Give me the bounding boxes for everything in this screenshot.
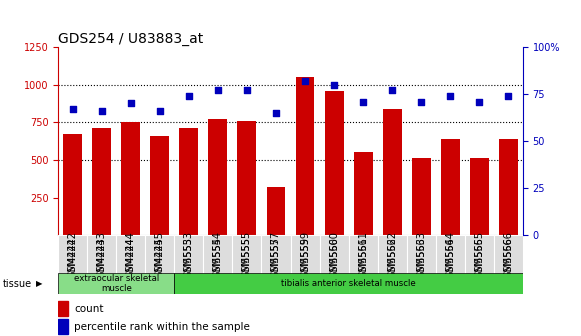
Point xyxy=(417,99,426,104)
Point xyxy=(97,108,106,114)
Bar xyxy=(354,153,372,235)
Point xyxy=(446,93,455,99)
Point xyxy=(300,78,310,84)
Bar xyxy=(92,128,111,235)
Text: GSM5563: GSM5563 xyxy=(416,231,426,278)
Point xyxy=(242,88,252,93)
Bar xyxy=(180,128,198,235)
FancyBboxPatch shape xyxy=(174,235,203,274)
Text: GSM5554: GSM5554 xyxy=(213,237,223,284)
Text: GSM5554: GSM5554 xyxy=(213,231,223,278)
Point xyxy=(213,88,223,93)
Text: GSM4245: GSM4245 xyxy=(155,231,165,278)
Text: tissue: tissue xyxy=(3,279,32,289)
Bar xyxy=(209,119,227,235)
Text: GSM5565: GSM5565 xyxy=(474,237,485,284)
Text: GSM5564: GSM5564 xyxy=(445,231,456,278)
Text: count: count xyxy=(74,303,104,313)
Point xyxy=(271,110,281,116)
FancyBboxPatch shape xyxy=(378,235,407,274)
FancyBboxPatch shape xyxy=(494,235,523,274)
Text: GSM5564: GSM5564 xyxy=(445,237,456,284)
Bar xyxy=(412,159,431,235)
FancyBboxPatch shape xyxy=(58,273,174,294)
Bar xyxy=(150,136,169,235)
Text: GSM5561: GSM5561 xyxy=(358,237,368,284)
Text: GSM5553: GSM5553 xyxy=(184,231,194,278)
Bar xyxy=(441,139,460,235)
Text: GSM5559: GSM5559 xyxy=(300,231,310,278)
Point xyxy=(126,101,135,106)
Point xyxy=(475,99,484,104)
Bar xyxy=(58,301,69,316)
FancyBboxPatch shape xyxy=(290,235,320,274)
FancyBboxPatch shape xyxy=(203,235,232,274)
Text: GSM5559: GSM5559 xyxy=(300,237,310,284)
FancyBboxPatch shape xyxy=(87,235,116,274)
FancyBboxPatch shape xyxy=(320,235,349,274)
Point xyxy=(68,107,77,112)
Point xyxy=(329,82,339,87)
Text: GSM4244: GSM4244 xyxy=(125,237,136,284)
Bar xyxy=(58,320,69,334)
Point xyxy=(184,93,193,99)
FancyBboxPatch shape xyxy=(145,235,174,274)
Text: GSM4244: GSM4244 xyxy=(125,231,136,278)
FancyBboxPatch shape xyxy=(407,235,436,274)
Bar xyxy=(470,159,489,235)
FancyBboxPatch shape xyxy=(349,235,378,274)
FancyBboxPatch shape xyxy=(232,235,261,274)
Bar xyxy=(325,91,343,235)
Point xyxy=(504,93,513,99)
Bar xyxy=(63,134,82,235)
Text: GSM5565: GSM5565 xyxy=(474,231,485,278)
FancyBboxPatch shape xyxy=(58,235,87,274)
Text: GSM5560: GSM5560 xyxy=(329,237,339,284)
Text: percentile rank within the sample: percentile rank within the sample xyxy=(74,322,250,332)
Text: GSM5555: GSM5555 xyxy=(242,237,252,284)
Point xyxy=(358,99,368,104)
Point xyxy=(388,88,397,93)
Text: GSM5557: GSM5557 xyxy=(271,237,281,284)
Text: GSM5562: GSM5562 xyxy=(387,237,397,284)
Text: GSM5566: GSM5566 xyxy=(503,237,514,284)
FancyBboxPatch shape xyxy=(174,273,523,294)
Bar xyxy=(238,121,256,235)
Bar xyxy=(267,187,285,235)
Text: GSM5561: GSM5561 xyxy=(358,231,368,278)
Bar xyxy=(383,109,401,235)
Text: GSM5566: GSM5566 xyxy=(503,231,514,278)
Text: GSM4242: GSM4242 xyxy=(67,237,78,284)
Text: GSM5560: GSM5560 xyxy=(329,231,339,278)
Text: GSM4245: GSM4245 xyxy=(155,237,165,284)
Point xyxy=(155,108,164,114)
FancyBboxPatch shape xyxy=(116,235,145,274)
Text: GSM5557: GSM5557 xyxy=(271,231,281,278)
Text: GSM4243: GSM4243 xyxy=(96,237,107,284)
FancyBboxPatch shape xyxy=(436,235,465,274)
Bar xyxy=(296,77,314,235)
Text: GSM5563: GSM5563 xyxy=(416,237,426,284)
Text: tibialis anterior skeletal muscle: tibialis anterior skeletal muscle xyxy=(281,279,416,288)
Bar xyxy=(121,122,140,235)
FancyBboxPatch shape xyxy=(465,235,494,274)
Text: GSM5553: GSM5553 xyxy=(184,237,194,284)
Text: GSM5562: GSM5562 xyxy=(387,231,397,278)
Text: GSM4242: GSM4242 xyxy=(67,231,78,278)
FancyBboxPatch shape xyxy=(261,235,290,274)
Text: GSM5555: GSM5555 xyxy=(242,231,252,278)
Text: GDS254 / U83883_at: GDS254 / U83883_at xyxy=(58,32,203,46)
Bar xyxy=(499,139,518,235)
Text: GSM4243: GSM4243 xyxy=(96,231,107,278)
Text: extraocular skeletal
muscle: extraocular skeletal muscle xyxy=(74,274,159,293)
Text: ▶: ▶ xyxy=(36,279,42,288)
